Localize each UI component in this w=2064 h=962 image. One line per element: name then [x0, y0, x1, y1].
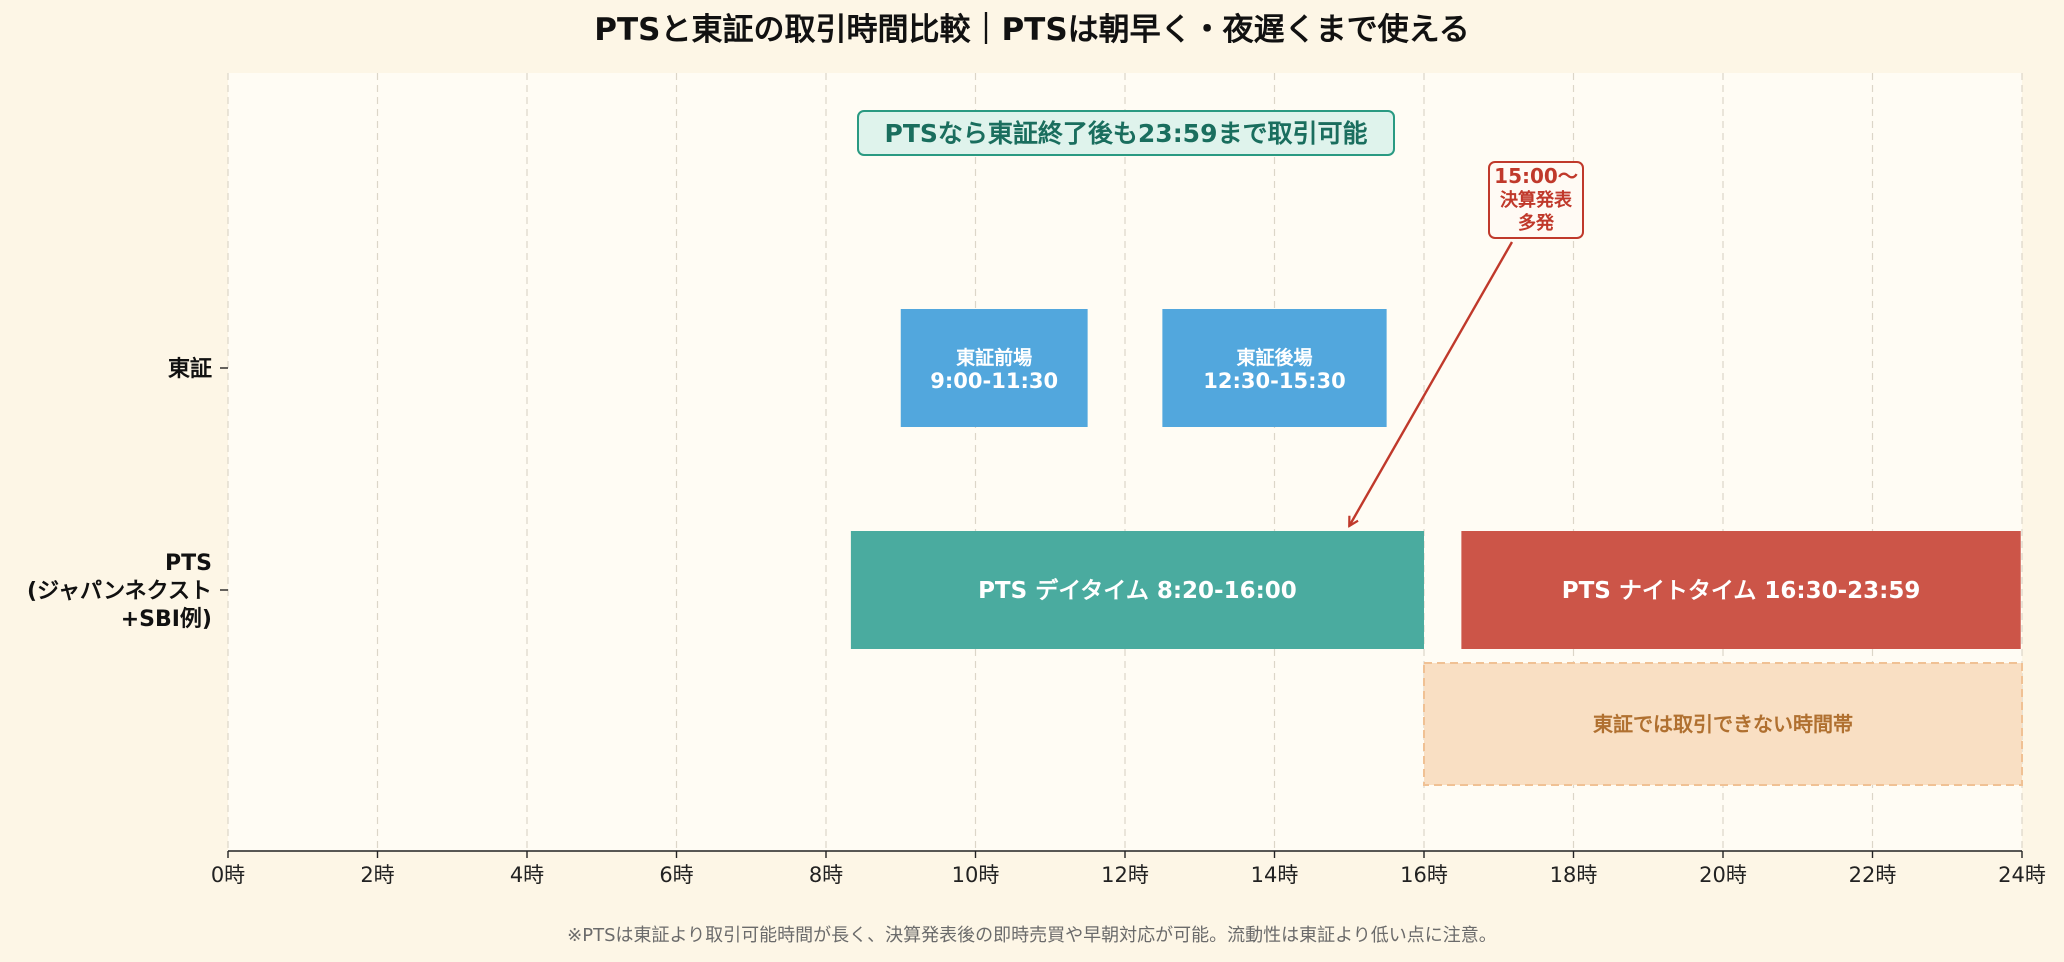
x-tick-label: 18時: [1550, 863, 1598, 887]
x-tick-label: 14時: [1251, 863, 1299, 887]
no-trade-region: [1423, 662, 2023, 786]
x-tick-label: 16時: [1400, 863, 1448, 887]
x-tick-label: 10時: [952, 863, 1000, 887]
bar-tse: [1162, 309, 1387, 427]
bar-label: 9:00-11:30: [930, 369, 1058, 393]
bar-label: PTS ナイトタイム 16:30-23:59: [1562, 578, 1921, 604]
no-trade-region-label: 東証では取引できない時間帯: [1593, 712, 1853, 736]
bar-tse: [900, 309, 1088, 427]
x-tick-label: 12時: [1101, 863, 1149, 887]
highlight-callout-box: [857, 110, 1395, 156]
annotation-label: 多発: [1518, 212, 1555, 234]
x-tick-label: 8時: [809, 863, 843, 887]
y-tick-label: PTS: [165, 551, 212, 576]
x-tick-label: 24時: [1998, 863, 2046, 887]
highlight-callout-text: PTSなら東証終了後も23:59まで取引可能: [885, 119, 1368, 148]
y-tick-label: +SBI例): [121, 607, 212, 632]
chart-title: PTSと東証の取引時間比較｜PTSは朝早く・夜遅くまで使える: [594, 12, 1469, 48]
x-tick-label: 4時: [510, 863, 544, 887]
x-tick-label: 2時: [360, 863, 394, 887]
bar-label: 12:30-15:30: [1203, 369, 1345, 393]
bar-pts: [1461, 531, 2021, 649]
x-tick-label: 6時: [659, 863, 693, 887]
x-tick-label: 0時: [211, 863, 245, 887]
annotation-box: [1488, 161, 1584, 239]
bar-label: 東証後場: [1236, 346, 1312, 369]
shaded-region-layer: 東証では取引できない時間帯: [1423, 662, 2023, 786]
footnote: ※PTSは東証より取引可能時間が長く、決算発表後の即時売買や早朝対応が可能。流動…: [567, 925, 1497, 946]
x-tick-label: 20時: [1699, 863, 1747, 887]
bar-pts: [850, 531, 1424, 649]
annotation-label: 決算発表: [1500, 189, 1573, 211]
x-tick-label: 22時: [1849, 863, 1897, 887]
annotation-label: 15:00〜: [1494, 164, 1578, 188]
y-tick-label: 東証: [168, 356, 212, 382]
y-tick-label: (ジャパンネクスト: [27, 579, 212, 604]
bar-label: PTS デイタイム 8:20-16:00: [978, 577, 1297, 604]
bar-label: 東証前場: [956, 346, 1032, 369]
annotation-arrow: [1349, 241, 1514, 526]
axis-layer: 0時 2時 4時 6時 8時 10時 12時 14時 16時 18時 20時 22時 24時 東証 PTS (…: [27, 356, 2046, 887]
